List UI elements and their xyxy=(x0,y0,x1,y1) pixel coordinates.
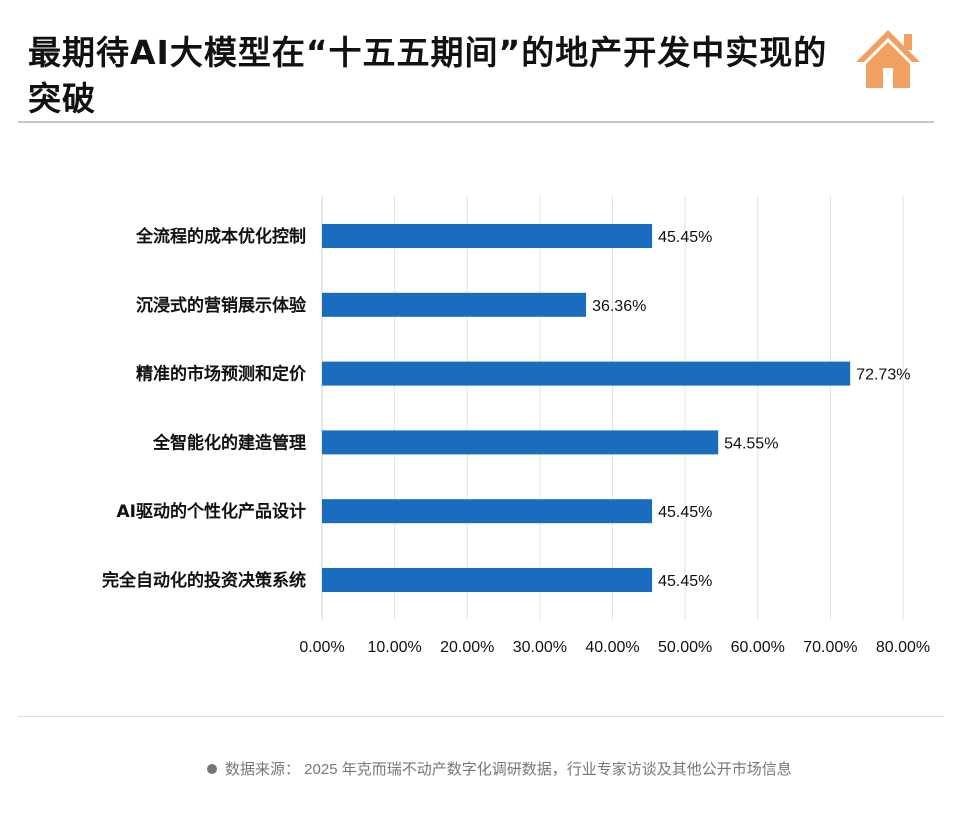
page-title: 最期待AI大模型在“十五五期间”的地产开发中实现的突破 xyxy=(28,33,828,118)
data-label: 54.55% xyxy=(724,435,778,452)
x-tick-label: 0.00% xyxy=(299,639,344,656)
data-label: 45.45% xyxy=(658,573,712,590)
bar xyxy=(322,568,653,592)
x-tick-label: 40.00% xyxy=(585,639,639,656)
category-label: AI驱动的个性化产品设计 xyxy=(117,501,306,522)
data-label: 45.45% xyxy=(658,229,712,246)
bar xyxy=(322,499,653,524)
source-text: 数据来源： 2025 年克而瑞不动产数字化调研数据，行业专家访谈及其他公开市场信… xyxy=(225,761,792,778)
bar xyxy=(322,361,851,386)
x-tick-label: 60.00% xyxy=(731,639,785,656)
x-tick-label: 70.00% xyxy=(803,639,857,656)
data-label: 36.36% xyxy=(592,298,646,315)
category-label: 完全自动化的投资决策系统 xyxy=(102,570,306,591)
x-tick-label: 10.00% xyxy=(367,639,421,656)
category-label: 沉浸式的营销展示体验 xyxy=(136,295,307,316)
x-tick-label: 50.00% xyxy=(658,639,712,656)
x-tick-label: 80.00% xyxy=(876,639,930,656)
bar xyxy=(322,430,719,455)
x-tick-label: 20.00% xyxy=(440,639,494,656)
category-label: 精准的市场预测和定价 xyxy=(136,364,307,385)
bar xyxy=(322,224,653,248)
bullet-icon xyxy=(207,764,217,774)
title-divider xyxy=(18,121,934,123)
bar-chart: 0.00% 10.00% 20.00% 30.00% 40.00% 50.00% 60.00… xyxy=(102,195,930,656)
category-label: 全智能化的建造管理 xyxy=(152,432,306,453)
category-label: 全流程的成本优化控制 xyxy=(135,226,306,247)
house-icon xyxy=(852,26,924,96)
data-label: 72.73% xyxy=(856,367,910,384)
x-tick-label: 30.00% xyxy=(513,639,567,656)
source-note: 数据来源： 2025 年克而瑞不动产数字化调研数据，行业专家访谈及其他公开市场信… xyxy=(207,758,792,779)
data-label: 45.45% xyxy=(658,504,712,521)
footer-divider xyxy=(18,716,944,717)
bar xyxy=(322,292,587,317)
